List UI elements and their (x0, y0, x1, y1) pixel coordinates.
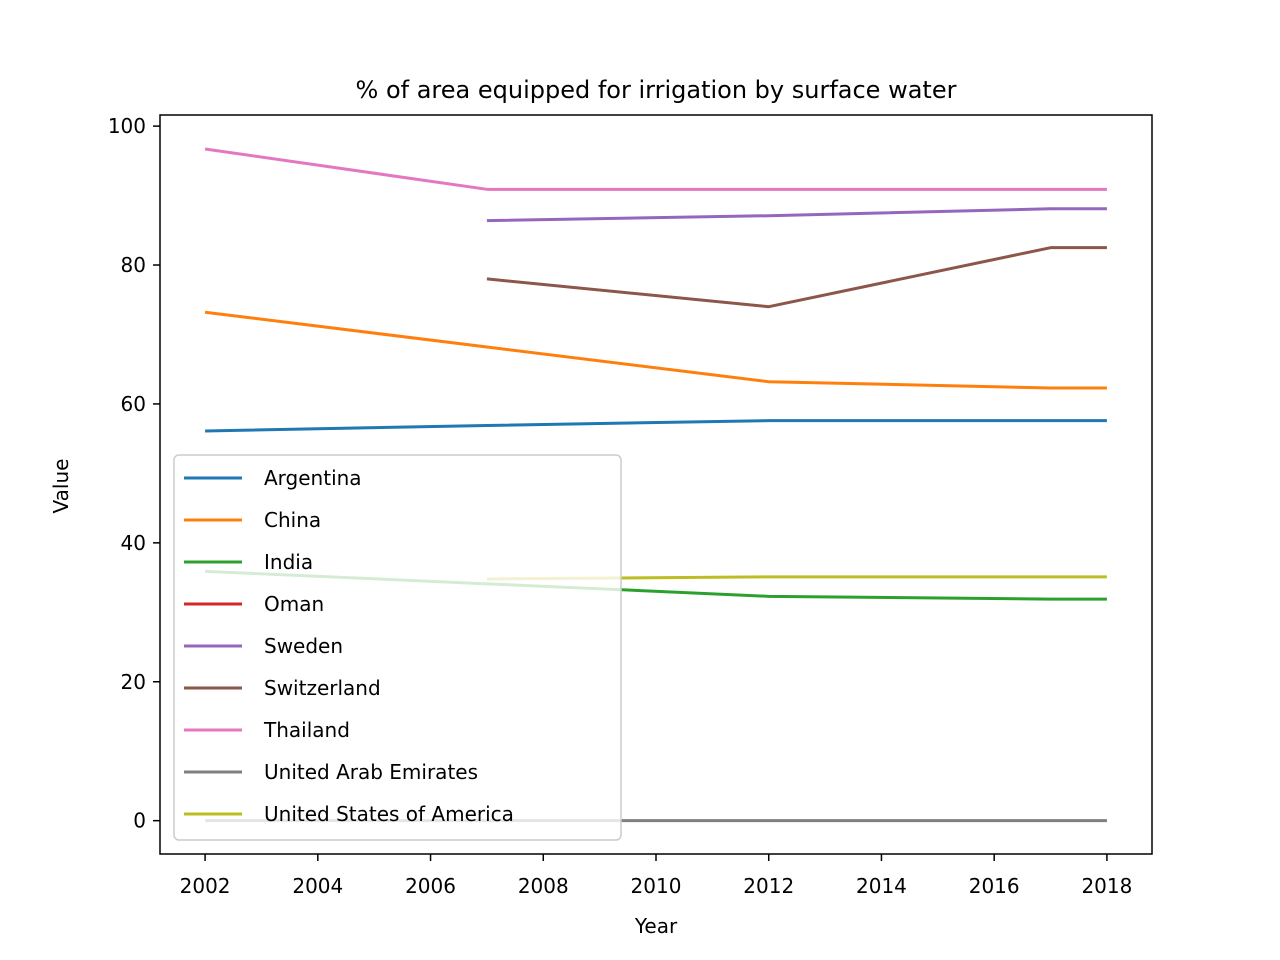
x-tick-label: 2012 (743, 874, 794, 898)
series-line-sweden (486, 207, 1107, 223)
legend-label: Argentina (264, 466, 362, 490)
series-line-argentina (205, 419, 1107, 433)
series-line-united-states-of-america (486, 575, 1107, 581)
y-tick-label: 60 (121, 392, 146, 416)
x-tick-label: 2018 (1081, 874, 1132, 898)
x-tick-label: 2002 (180, 874, 231, 898)
y-tick-label: 80 (121, 253, 146, 277)
x-axis: 2002 2004 2006 2008 2010 2012 2014 2016 2018 (180, 854, 1132, 898)
y-tick-label: 100 (108, 114, 146, 138)
series-line-china (204, 310, 1107, 390)
x-axis-label: Year (634, 914, 678, 938)
series-line-switzerland (486, 246, 1107, 309)
x-tick-label: 2016 (969, 874, 1020, 898)
legend-label: India (264, 550, 313, 574)
legend-label: Switzerland (264, 676, 381, 700)
legend-label: United Arab Emirates (264, 760, 478, 784)
y-tick-label: 20 (121, 670, 146, 694)
y-axis: 0 20 40 60 80 100 (108, 114, 160, 833)
x-tick-label: 2010 (631, 874, 682, 898)
x-tick-label: 2014 (856, 874, 907, 898)
y-axis-label: Value (49, 459, 73, 514)
legend-label: Oman (264, 592, 324, 616)
legend-label: China (264, 508, 321, 532)
legend-label: Thailand (263, 718, 350, 742)
legend-box (173, 454, 622, 841)
x-tick-label: 2004 (292, 874, 343, 898)
series-line-thailand (204, 147, 1107, 191)
legend: Argentina China India Oman Sweden Switzerland… (173, 454, 622, 841)
legend-label: United States of America (264, 802, 514, 826)
y-tick-label: 40 (121, 531, 146, 555)
chart-title: % of area equipped for irrigation by sur… (356, 76, 957, 104)
y-tick-label: 0 (133, 809, 146, 833)
x-tick-label: 2006 (405, 874, 456, 898)
x-tick-label: 2008 (518, 874, 569, 898)
legend-label: Sweden (264, 634, 343, 658)
